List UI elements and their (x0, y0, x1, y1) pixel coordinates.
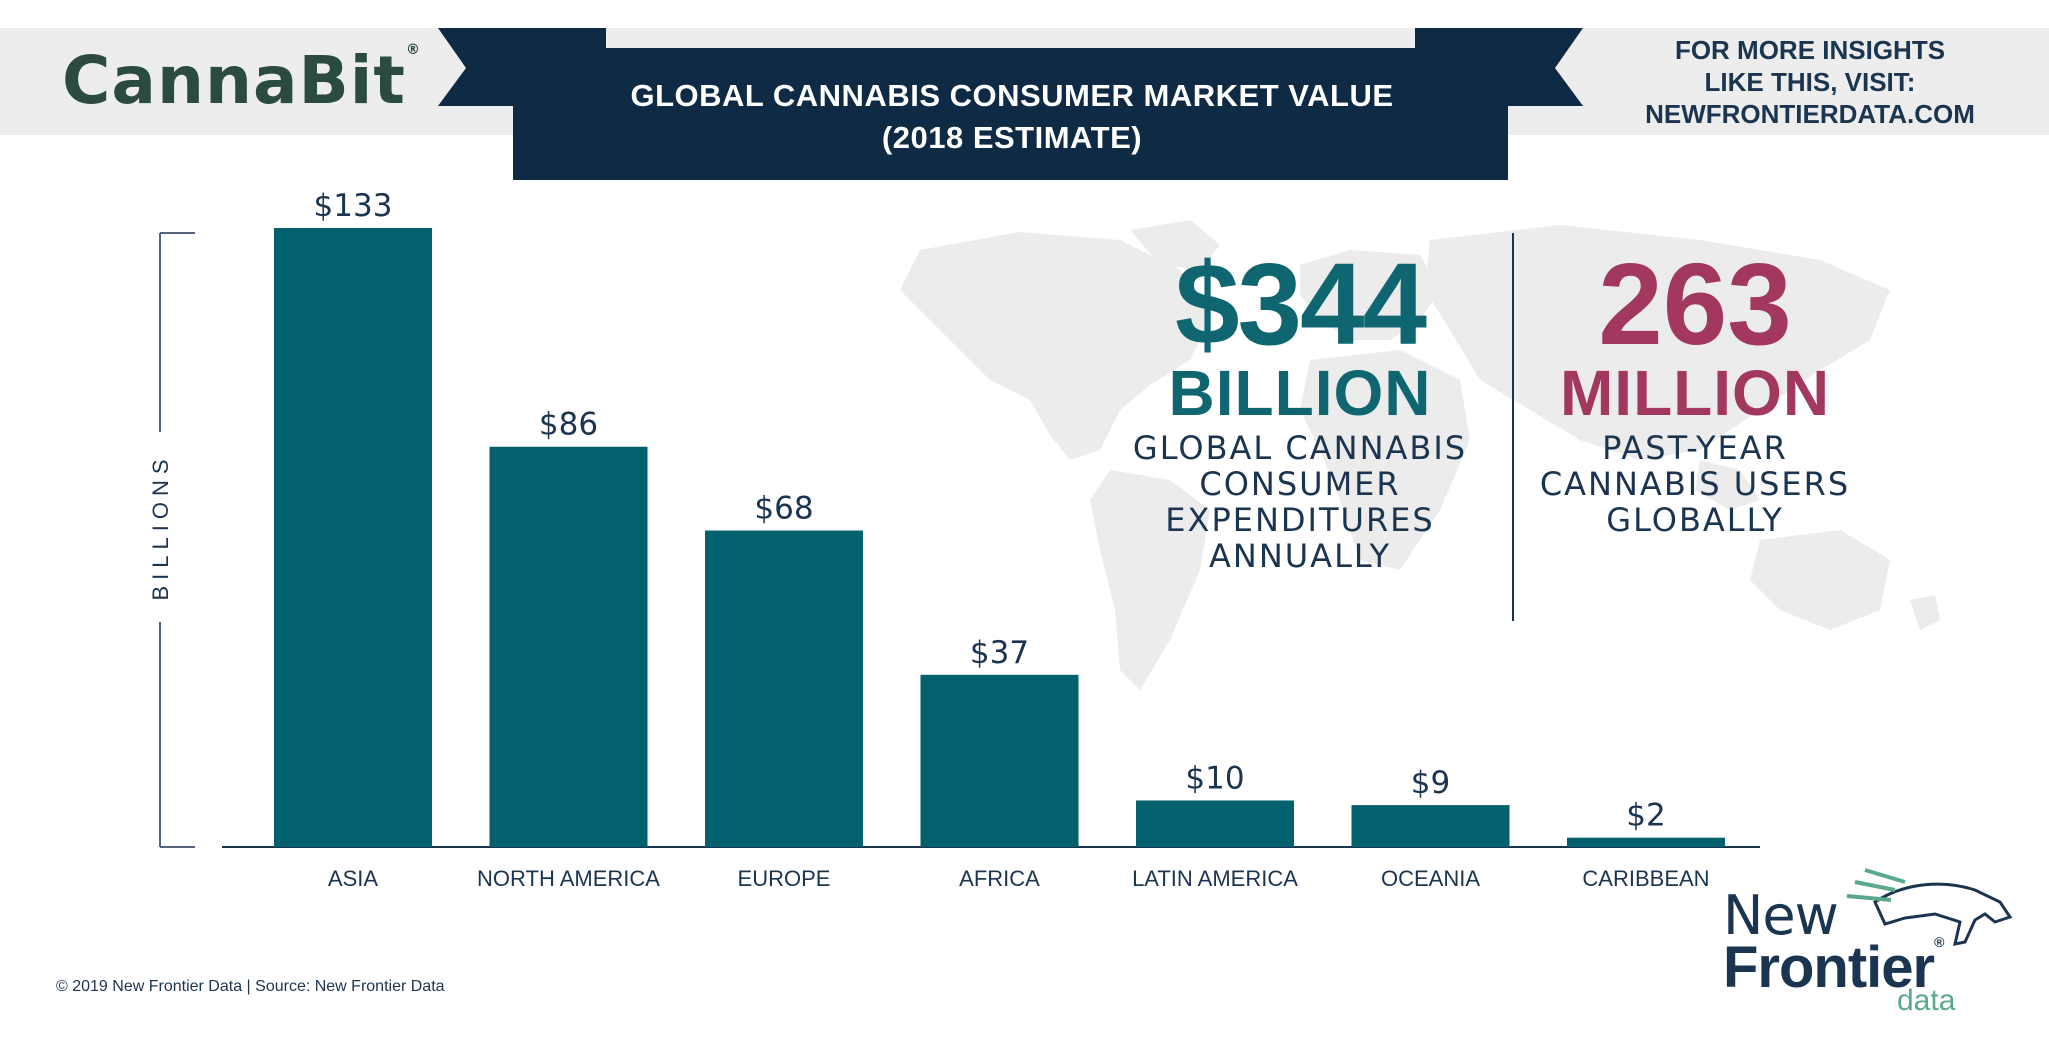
data-label: $86 (539, 407, 598, 443)
insights-callout: FOR MORE INSIGHTS LIKE THIS, VISIT: NEWF… (1600, 34, 2020, 130)
bar-oceania (1351, 805, 1510, 847)
bar-north-america (489, 446, 648, 847)
bar-europe (705, 530, 863, 847)
x-tick-label: AFRICA (959, 866, 1040, 891)
x-tick-label: CARIBBEAN (1582, 866, 1709, 891)
stat-market-value-desc-line: ANNUALLY (1208, 537, 1392, 575)
logo-word-new: New (1723, 884, 1839, 947)
stat-users-desc-line: GLOBALLY (1606, 501, 1784, 539)
stat-market-value-unit: BILLION (1168, 357, 1432, 429)
data-label: $2 (1626, 798, 1665, 834)
stat-market-value-desc-line: CONSUMER (1199, 465, 1401, 503)
bar-caribbean (1567, 837, 1725, 847)
stat-users-number: 263 (1598, 239, 1792, 369)
x-tick-label: NORTH AMERICA (477, 866, 660, 891)
x-tick-label: LATIN AMERICA (1132, 866, 1298, 891)
bar-africa (920, 674, 1079, 847)
y-axis-label: BILLIONS (148, 453, 173, 600)
stat-divider (1512, 233, 1514, 621)
world-map-background (900, 220, 1940, 690)
cannabit-logo: CannaBit® (62, 42, 421, 119)
footer-source: © 2019 New Frontier Data | Source: New F… (56, 978, 445, 995)
stat-market-value-desc-line: GLOBAL CANNABIS (1132, 429, 1468, 467)
x-tick-label: OCEANIA (1381, 866, 1480, 891)
title-ribbon (438, 28, 1583, 180)
logo-word-frontier: Frontier® (1723, 934, 1944, 1000)
data-label: $37 (970, 635, 1029, 671)
x-tick-label: EUROPE (738, 866, 831, 891)
stat-users-description: PAST-YEAR CANNABIS USERS GLOBALLY (1525, 430, 1865, 538)
stat-users: 263 MILLION PAST-YEAR CANNABIS USERS GLO… (1525, 239, 1865, 538)
stat-market-value-description: GLOBAL CANNABIS CONSUMER EXPENDITURES AN… (1110, 430, 1490, 574)
bar-latin-america (1136, 800, 1294, 847)
chart-title-line1: GLOBAL CANNABIS CONSUMER MARKET VALUE (630, 78, 1394, 113)
data-label: $68 (754, 491, 813, 527)
x-tick-label: ASIA (328, 866, 378, 891)
stat-market-value-desc-line: EXPENDITURES (1165, 501, 1435, 539)
data-label: $133 (314, 188, 393, 224)
new-frontier-logo: New Frontier® data (1715, 862, 2015, 1022)
stat-market-value-number: $344 (1174, 239, 1427, 369)
stat-market-value: $344 BILLION GLOBAL CANNABIS CONSUMER EX… (1110, 239, 1490, 574)
stat-users-desc-line: CANNABIS USERS (1539, 465, 1851, 503)
logo-word-data: data (1897, 984, 1956, 1017)
stat-users-desc-line: PAST-YEAR (1602, 429, 1788, 467)
chart-title: GLOBAL CANNABIS CONSUMER MARKET VALUE (2… (520, 75, 1504, 159)
insights-url[interactable]: NEWFRONTIERDATA.COM (1645, 99, 1975, 129)
insights-line2: LIKE THIS, VISIT: (1704, 67, 1916, 97)
insights-line1: FOR MORE INSIGHTS (1674, 35, 1946, 65)
bar-asia (274, 228, 432, 847)
data-label: $10 (1185, 760, 1244, 796)
stat-users-unit: MILLION (1559, 357, 1831, 429)
chart-title-line2: (2018 ESTIMATE) (881, 120, 1143, 155)
horse-icon (1846, 868, 2013, 946)
data-label: $9 (1411, 765, 1450, 801)
